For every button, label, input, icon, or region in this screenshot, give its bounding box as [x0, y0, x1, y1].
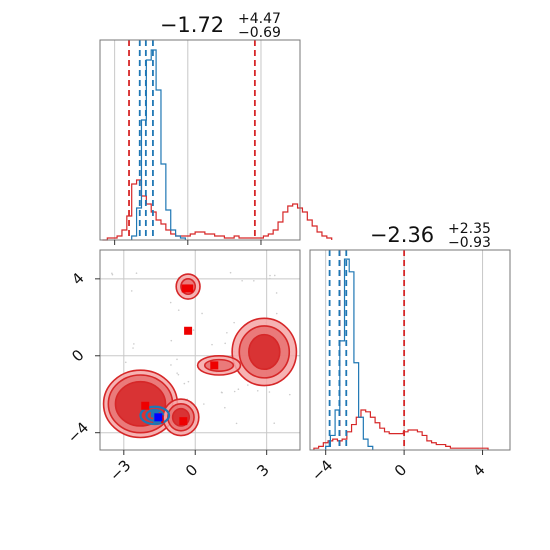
joint-sample-dot	[269, 274, 271, 277]
fill-layer	[102, 271, 298, 439]
joint-sample-point	[141, 401, 150, 410]
joint-sample-dot	[235, 422, 238, 425]
marginal-y-tick-label: 4	[469, 461, 488, 480]
joint-sample-dot	[111, 273, 114, 276]
joint-sample-dot	[237, 388, 240, 391]
joint-x-tick-label: 0	[182, 461, 201, 480]
joint-sample-dot	[253, 280, 255, 282]
joint-sample-point	[179, 417, 188, 426]
joint-sample-dot	[211, 343, 213, 346]
joint-sample-dot	[229, 271, 232, 274]
joint-sample-dot	[183, 382, 186, 385]
marginal-y-title-lower: −0.93	[448, 235, 491, 251]
marginal-x-frame	[99, 39, 301, 241]
joint-sample-dot	[247, 384, 249, 386]
joint-sample-dot	[130, 290, 133, 292]
joint-y-tick-label: −4	[64, 419, 92, 447]
marginal-x-title: −1.72	[160, 13, 224, 37]
marginal-y-title: −2.36	[370, 223, 434, 247]
joint-sample-dot	[135, 272, 138, 274]
joint-contour-0-2-2	[248, 333, 281, 371]
frame-layer	[95, 39, 511, 455]
joint-sample-dot	[176, 372, 178, 374]
joint-sample-dot	[288, 393, 291, 396]
marginal-y-hist-series-1	[325, 258, 374, 450]
joint-sample-dot	[233, 390, 236, 393]
joint-true-point	[154, 413, 163, 422]
joint-sample-dot	[203, 403, 205, 405]
joint-sample-point	[210, 361, 219, 370]
joint-sample-dot	[177, 309, 180, 311]
joint-y-tick-label: 4	[68, 269, 87, 288]
marginal-x-title-upper: +4.47	[238, 11, 281, 27]
marginal-x-hist-series-1	[131, 49, 186, 240]
joint-sample-dot	[170, 339, 173, 342]
joint-sample-dot	[169, 301, 172, 304]
joint-sample-dot	[275, 312, 278, 315]
joint-sample-dot	[187, 380, 190, 383]
marginal-y-hist-series-0	[313, 409, 489, 450]
joint-sample-dot	[224, 406, 226, 409]
joint-contour-1-0-0	[139, 405, 171, 426]
joint-sample-dot	[133, 343, 135, 345]
marginal-y-tick-label: 0	[391, 461, 410, 480]
joint-sample-dot	[170, 364, 172, 366]
joint-sample-dot	[132, 347, 134, 349]
joint-sample-dot	[233, 321, 235, 324]
joint-sample-dot	[192, 329, 195, 331]
joint-x-tick-label: 3	[253, 461, 272, 480]
joint-frame	[99, 249, 301, 451]
joint-sample-dot	[176, 358, 178, 361]
marginal-y-tick-label: −4	[308, 456, 336, 484]
joint-sample-dot	[226, 331, 228, 334]
joint-sample-dot	[224, 342, 226, 345]
joint-sample-dot	[268, 391, 271, 393]
joint-sample-dot	[124, 361, 127, 364]
joint-sample-dot	[111, 272, 113, 275]
joint-sample-dot	[269, 277, 271, 280]
marginal-x-title-lower: −0.69	[238, 25, 281, 41]
marks-layer	[102, 40, 489, 450]
joint-sample-dot	[177, 373, 180, 376]
marginal-y-frame	[309, 249, 511, 451]
joint-sample-dot	[201, 312, 203, 315]
joint-y-tick-label: 0	[68, 346, 87, 365]
joint-sample-dot	[221, 391, 223, 394]
joint-sample-dot	[273, 422, 276, 424]
joint-sample-dot	[273, 274, 276, 277]
joint-sample-point	[185, 284, 194, 293]
marginal-y-title-upper: +2.35	[448, 221, 491, 237]
joint-sample-dot	[241, 279, 243, 282]
joint-x-tick-label: −3	[106, 456, 134, 484]
joint-sample-point	[184, 326, 193, 335]
joint-sample-dot	[256, 390, 259, 392]
joint-contour-0-3-1	[203, 358, 235, 372]
joint-sample-dot	[275, 292, 278, 294]
